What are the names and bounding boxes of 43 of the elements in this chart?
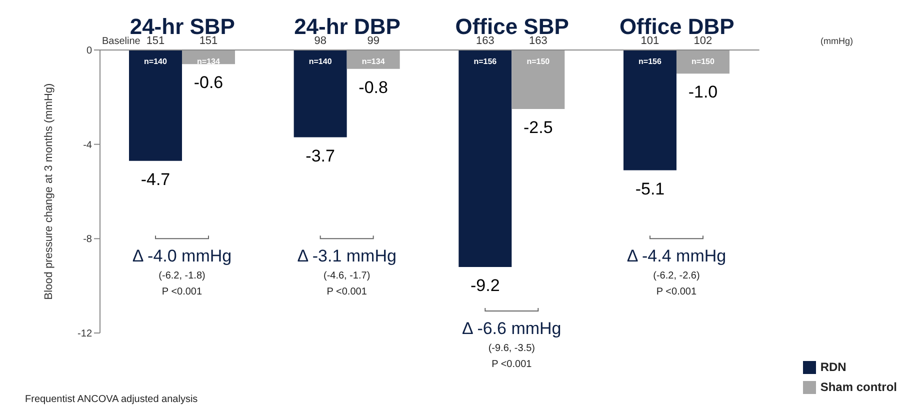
annotation: Δ -3.1 mmHg [297, 246, 396, 266]
annotation: n=156 [474, 57, 498, 66]
annotation: n=150 [692, 57, 715, 66]
text: P <0.001 [492, 358, 532, 370]
annotation: n=134 [197, 57, 221, 66]
annotation: (-6.2, -2.6) [653, 270, 700, 282]
text: (mmHg) [820, 36, 853, 46]
annotation: n=134 [362, 57, 386, 66]
text: 102 [694, 35, 712, 47]
y-tick-label: -12 [78, 328, 92, 340]
annotation: n=140 [308, 57, 332, 66]
annotation: n=156 [638, 57, 662, 66]
annotation: n=140 [144, 57, 168, 66]
text: 98 [314, 35, 326, 47]
annotation: n=150 [526, 57, 550, 66]
annotation: Δ -4.0 mmHg [132, 246, 232, 266]
data-label: -3.7 [306, 146, 335, 166]
data-label: -0.6 [194, 73, 224, 92]
annotation: P <0.001 [162, 286, 202, 298]
data-label: -2.5 [524, 118, 553, 137]
data-label: -4.7 [140, 170, 170, 189]
legend-label: Sham control [820, 380, 897, 394]
data-label: -1.0 [688, 82, 718, 102]
legend-label: RDN [820, 360, 846, 374]
text: 151 [199, 35, 218, 47]
text: 99 [367, 35, 380, 47]
text: Frequentist ANCOVA adjusted analysis [25, 394, 198, 405]
y-tick-label: -8 [83, 234, 92, 246]
annotation: (-6.2, -1.8) [158, 270, 206, 282]
annotation: P <0.001 [326, 286, 368, 298]
data-label: -9.2 [470, 276, 500, 295]
data-label: -0.8 [358, 78, 388, 97]
text: Baseline [102, 36, 141, 47]
annotation: Δ -6.6 mmHg [462, 318, 562, 338]
annotation: (-4.6, -1.7) [323, 270, 370, 282]
y-tick-label: 0 [86, 46, 92, 57]
y-tick-label: -4 [83, 140, 92, 151]
annotation: P <0.001 [656, 286, 697, 298]
text: 163 [528, 35, 548, 47]
y-axis-title: Blood pressure change at 3 months (mmHg) [42, 83, 55, 300]
data-label: -5.1 [635, 179, 665, 198]
text: (-9.6, -3.5) [488, 342, 535, 354]
annotation: Δ -4.4 mmHg [626, 246, 726, 266]
